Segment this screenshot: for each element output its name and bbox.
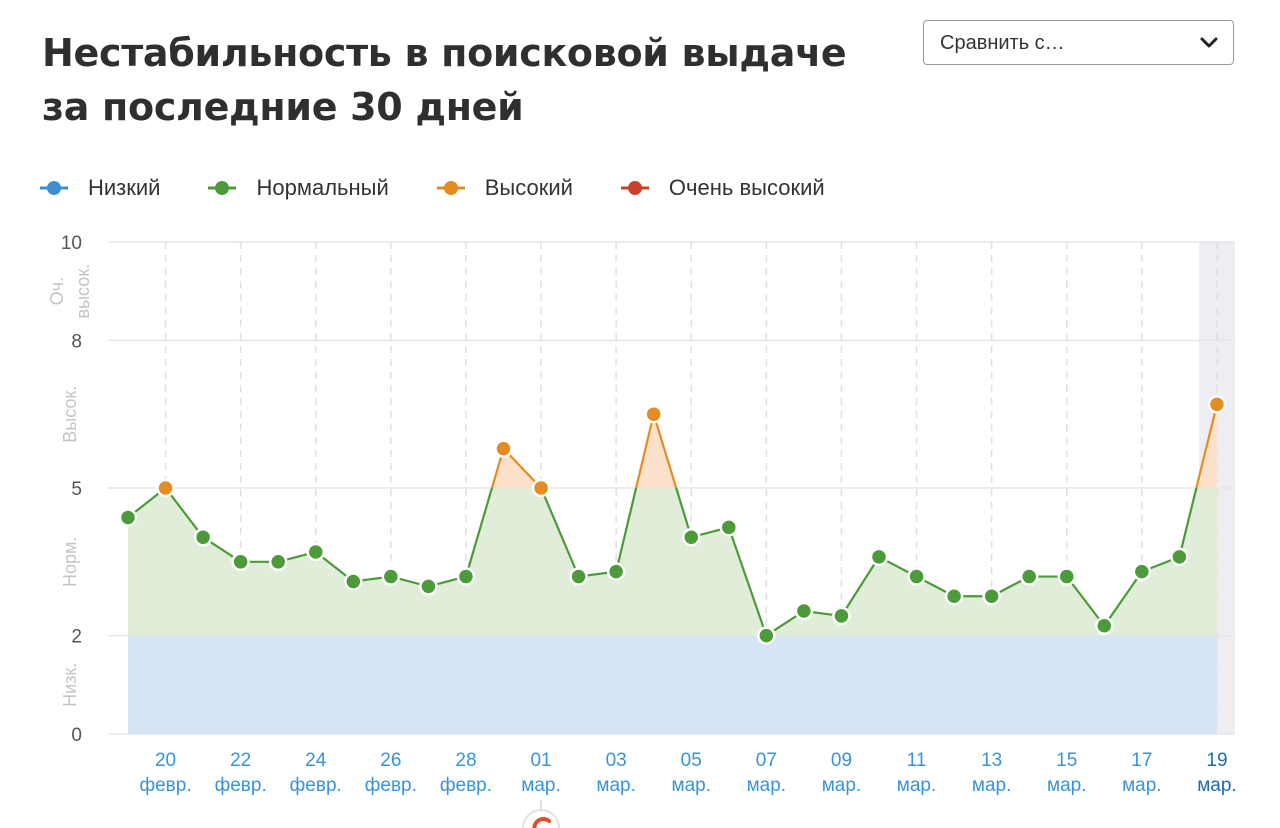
legend-label: Нормальный: [256, 175, 389, 200]
legend-label: Очень высокий: [668, 175, 825, 200]
x-tick-day: 19: [1206, 750, 1227, 771]
y-band-label: Норм.: [60, 537, 80, 587]
data-point: [869, 547, 889, 567]
x-tick-day: 26: [380, 750, 401, 771]
y-band-label: высок.: [73, 264, 93, 319]
x-tick-month: февр.: [440, 775, 492, 796]
legend-label: Высокий: [484, 175, 573, 200]
data-point: [1095, 616, 1114, 636]
y-band-label: Высок.: [60, 386, 80, 443]
data-point: [907, 567, 926, 586]
x-tick-month: мар.: [1197, 775, 1236, 796]
x-tick-day: 09: [831, 750, 852, 771]
x-tick-day: 20: [155, 750, 176, 771]
chart-legend: Низкий Нормальный Высокий Очень высокий: [40, 172, 873, 204]
data-point: [381, 567, 401, 586]
data-point: [944, 586, 964, 606]
x-tick-day: 07: [756, 750, 777, 771]
data-point: [606, 562, 626, 581]
x-tick-month: мар.: [1122, 775, 1161, 796]
x-tick-day: 11: [907, 750, 927, 771]
data-point: [1207, 395, 1227, 414]
data-point: [1170, 547, 1189, 567]
legend-item-high[interactable]: Высокий: [436, 175, 573, 201]
x-tick-day: 22: [230, 750, 251, 771]
data-point: [682, 527, 701, 547]
compare-dropdown-label: Сравнить с…: [940, 32, 1065, 54]
data-point: [569, 567, 588, 586]
data-point: [832, 606, 851, 626]
y-tick-label: 5: [71, 479, 82, 500]
legend-item-low[interactable]: Низкий: [40, 175, 160, 201]
x-tick-day: 05: [681, 750, 702, 771]
x-tick-month: февр.: [290, 775, 342, 796]
title-line-2: за последние 30 дней: [42, 85, 524, 129]
data-point: [719, 518, 739, 537]
data-point: [494, 439, 513, 458]
legend-item-very-high[interactable]: Очень высокий: [620, 175, 825, 201]
legend-label: Низкий: [88, 175, 161, 200]
data-point: [757, 626, 776, 645]
x-tick-month: мар.: [747, 775, 786, 796]
x-tick-day: 28: [455, 750, 476, 771]
area-band-fill: [128, 635, 1217, 734]
y-tick-label: 10: [61, 233, 82, 254]
x-tick-day: 24: [305, 750, 327, 771]
x-tick-day: 15: [1056, 750, 1077, 771]
y-tick-label: 0: [71, 725, 82, 746]
x-tick-month: февр.: [139, 775, 191, 796]
chevron-down-icon: [1200, 37, 1218, 48]
legend-swatch-high: [436, 181, 465, 195]
x-tick-month: мар.: [521, 775, 560, 796]
legend-swatch-low: [40, 181, 68, 195]
x-tick-month: мар.: [596, 775, 635, 796]
data-point: [1019, 567, 1039, 586]
data-point: [344, 572, 363, 591]
page-title: Нестабильность в поисковой выдаче за пос…: [42, 26, 902, 134]
data-point: [231, 552, 250, 572]
data-point: [531, 478, 551, 498]
x-tick-month: мар.: [1047, 775, 1086, 796]
x-tick-day: 13: [981, 750, 1002, 771]
data-point: [156, 478, 175, 498]
data-point: [1057, 567, 1076, 586]
data-point: [419, 577, 438, 596]
compare-dropdown[interactable]: Сравнить с…: [923, 20, 1234, 65]
x-tick-day: 17: [1131, 750, 1152, 771]
y-band-label: Низк.: [60, 663, 80, 707]
x-tick-month: мар.: [897, 775, 936, 796]
data-point: [118, 508, 138, 527]
x-tick-day: 01: [530, 750, 551, 771]
x-tick-month: февр.: [365, 775, 417, 796]
y-tick-label: 8: [71, 331, 82, 352]
x-tick-month: мар.: [672, 775, 711, 796]
data-point: [456, 567, 476, 586]
data-point: [644, 404, 663, 424]
series-line-high: [163, 404, 1219, 488]
legend-swatch-very-high: [620, 181, 649, 195]
x-tick-day: 03: [606, 750, 627, 771]
area-band-fill: [128, 488, 1217, 636]
x-tick-month: февр.: [215, 775, 267, 796]
legend-swatch-normal: [208, 181, 237, 195]
title-line-1: Нестабильность в поисковой выдаче: [42, 31, 847, 75]
y-tick-label: 2: [71, 627, 82, 648]
data-point: [794, 601, 814, 621]
data-point: [306, 542, 325, 562]
y-band-label: Оч.: [47, 277, 67, 305]
data-point: [193, 527, 213, 547]
legend-item-normal[interactable]: Нормальный: [208, 175, 389, 201]
data-point: [982, 586, 1001, 606]
x-tick-month: мар.: [822, 775, 861, 796]
data-point: [268, 552, 288, 572]
data-point: [1132, 562, 1152, 581]
x-tick-month: мар.: [972, 775, 1011, 796]
google-update-icon: [532, 817, 552, 828]
